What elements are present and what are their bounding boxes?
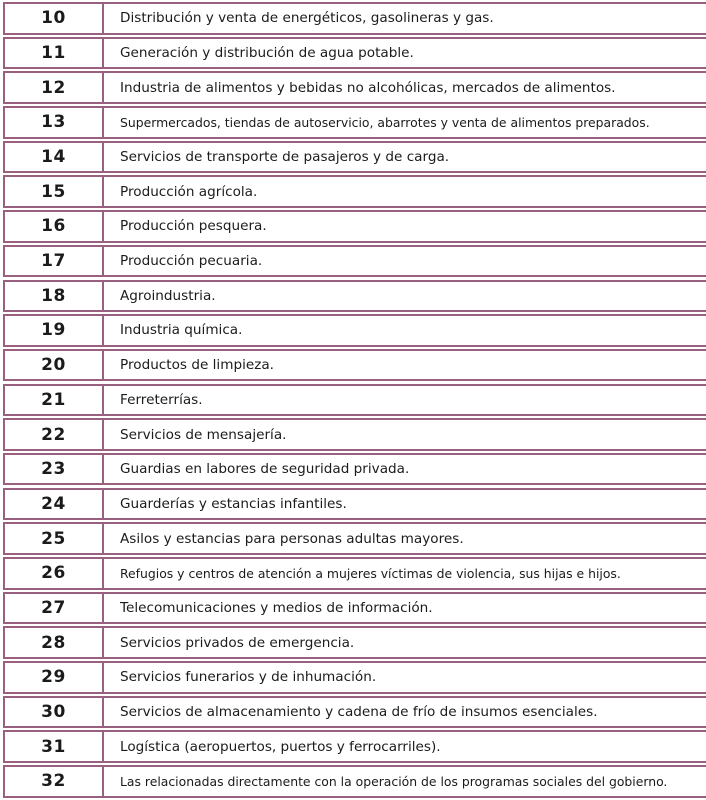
table-row: 28 Servicios privados de emergencia. [3,626,706,659]
row-description-cell: Refugios y centros de atención a mujeres… [120,565,621,581]
table-row: 22 Servicios de mensajería. [3,418,706,451]
table-row: 27 Telecomunicaciones y medios de inform… [3,591,706,625]
row-description-cell: Industria de alimentos y bebidas no alco… [120,79,616,96]
row-number-cell: 19 [5,316,104,345]
table-row: 11 Generación y distribución de agua pot… [3,36,706,70]
row-number-cell: 27 [5,593,104,623]
row-number-cell: 21 [5,385,104,415]
table-row: 16 Producción pesquera. [3,210,706,243]
row-number-cell: 24 [5,489,104,519]
row-number-cell: 32 [5,767,104,796]
table-row: 21 Ferreterrías. [3,383,706,417]
row-description-cell: Telecomunicaciones y medios de informaci… [120,599,433,616]
row-number-cell: 17 [5,246,104,276]
row-description-cell: Guarderías y estancias infantiles. [120,495,347,512]
row-description-cell: Generación y distribución de agua potabl… [120,44,414,61]
row-description-cell: Productos de limpieza. [120,357,274,374]
row-description-cell: Las relacionadas directamente con la ope… [120,773,668,789]
row-description-cell: Logística (aeropuertos, puertos y ferroc… [120,738,441,755]
row-number-cell: 26 [5,559,104,588]
table-row: 32 Las relacionadas directamente con la … [3,765,706,798]
row-number-cell: 18 [5,281,104,310]
table-row: 23 Guardias en labores de seguridad priv… [3,452,706,486]
row-description-cell: Industria química. [120,322,243,339]
table-row: 18 Agroindustria. [3,279,706,312]
row-number-cell: 10 [5,4,104,33]
row-number-cell: 16 [5,212,104,241]
row-description-cell: Servicios de mensajería. [120,426,287,443]
row-description-cell: Servicios privados de emergencia. [120,634,355,651]
table-row: 12 Industria de alimentos y bebidas no a… [3,71,706,104]
row-number-cell: 12 [5,73,104,102]
row-description-cell: Ferreterrías. [120,391,203,408]
row-number-cell: 14 [5,142,104,172]
row-description-cell: Asilos y estancias para personas adultas… [120,530,464,547]
table-row: 19 Industria química. [3,314,706,347]
row-description-cell: Distribución y venta de energéticos, gas… [120,10,494,27]
row-number-cell: 22 [5,420,104,449]
table-row: 15 Producción agrícola. [3,175,706,208]
row-number-cell: 30 [5,697,104,727]
row-number-cell: 20 [5,350,104,380]
row-description-cell: Servicios de almacenamiento y cadena de … [120,704,598,720]
table-row: 25 Asilos y estancias para personas adul… [3,522,706,555]
table-row: 30 Servicios de almacenamiento y cadena … [3,695,706,729]
row-description-cell: Producción pecuaria. [120,253,263,270]
row-description-cell: Agroindustria. [120,287,216,304]
row-description-cell: Supermercados, tiendas de autoservicio, … [120,114,650,130]
table-row: 31 Logística (aeropuertos, puertos y fer… [3,730,706,763]
row-description-cell: Servicios funerarios y de inhumación. [120,669,377,686]
table-row: 26 Refugios y centros de atención a muje… [3,557,706,590]
table-row: 10 Distribución y venta de energéticos, … [3,2,706,35]
row-number-cell: 23 [5,454,104,484]
table-row: 24 Guarderías y estancias infantiles. [3,487,706,521]
row-number-cell: 31 [5,732,104,761]
row-description-cell: Guardias en labores de seguridad privada… [120,461,410,478]
row-number-cell: 11 [5,38,104,68]
row-number-cell: 29 [5,663,104,692]
table-row: 17 Producción pecuaria. [3,244,706,278]
row-description-cell: Producción agrícola. [120,183,258,200]
table-row: 13 Supermercados, tiendas de autoservici… [3,106,706,139]
row-number-cell: 13 [5,108,104,137]
row-description-cell: Servicios de transporte de pasajeros y d… [120,149,450,165]
row-description-cell: Producción pesquera. [120,218,267,235]
table-row: 14 Servicios de transporte de pasajeros … [3,140,706,174]
table-row: 20 Productos de limpieza. [3,348,706,382]
table-row: 29 Servicios funerarios y de inhumación. [3,661,706,694]
row-number-cell: 15 [5,177,104,206]
row-number-cell: 28 [5,628,104,657]
row-number-cell: 25 [5,524,104,553]
